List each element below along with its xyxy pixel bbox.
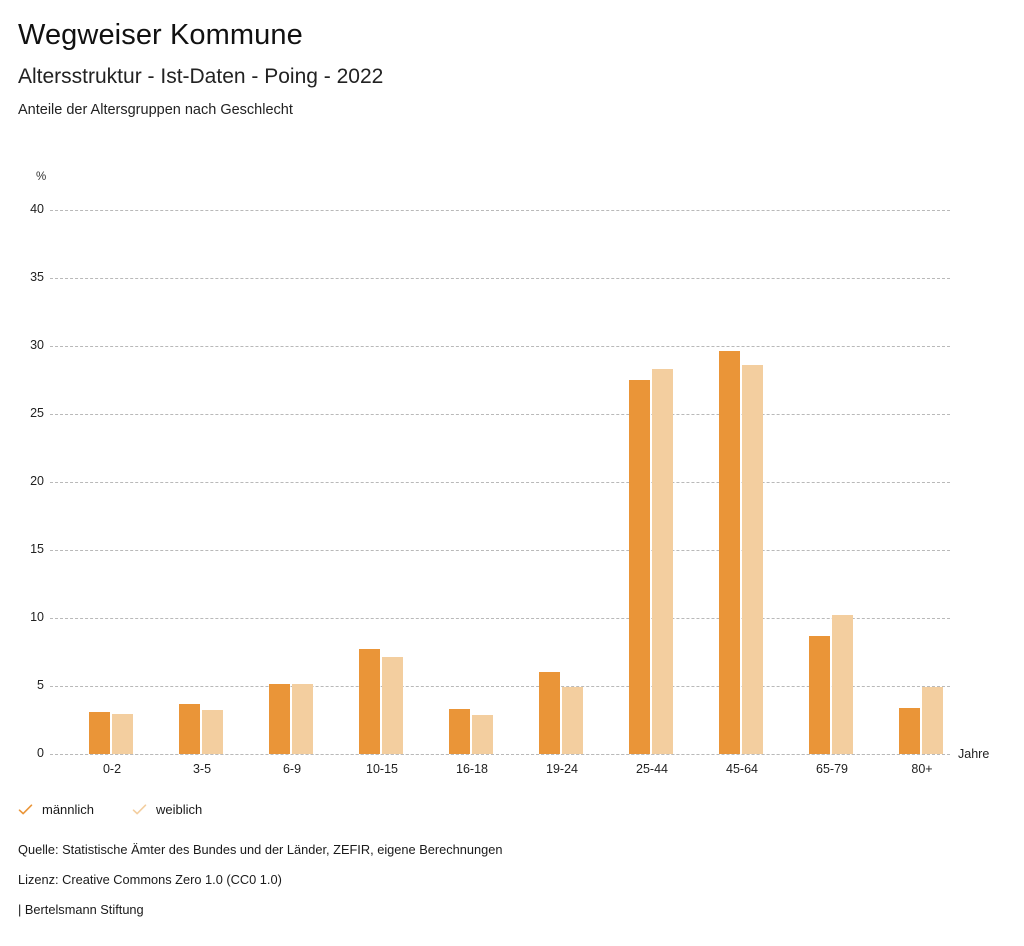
gridline: [50, 686, 950, 687]
footer-publisher: | Bertelsmann Stiftung: [18, 902, 144, 917]
bar-weiblich-80+[interactable]: [922, 686, 943, 754]
check-icon: [132, 802, 147, 817]
bar-männlich-80+[interactable]: [899, 707, 920, 754]
gridline: [50, 754, 950, 755]
y-axis-unit-label: %: [36, 171, 47, 183]
chart-footer: Quelle: Statistische Ämter des Bundes un…: [18, 842, 502, 918]
bar-männlich-19-24[interactable]: [539, 672, 560, 754]
y-axis-tick-label: 30: [30, 338, 44, 352]
x-axis-tick-label: 10-15: [366, 762, 398, 776]
legend-item-männlich[interactable]: männlich: [18, 802, 94, 817]
legend-item-label: weiblich: [156, 802, 203, 817]
gridline: [50, 346, 950, 347]
gridline: [50, 482, 950, 483]
x-axis-tick-label: 3-5: [192, 762, 212, 776]
bar-weiblich-25-44[interactable]: [652, 369, 673, 754]
x-axis-tick-label: 65-79: [816, 762, 848, 776]
footer-license: Lizenz: Creative Commons Zero 1.0 (CC0 1…: [18, 872, 282, 887]
bar-weiblich-3-5[interactable]: [202, 710, 223, 754]
chart-header: Wegweiser Kommune Altersstruktur - Ist-D…: [0, 0, 1024, 119]
bar-weiblich-65-79[interactable]: [832, 615, 853, 754]
bar-weiblich-6-9[interactable]: [292, 683, 313, 754]
y-axis-tick-label: 0: [37, 746, 44, 760]
x-axis-label: Jahre: [958, 747, 990, 761]
y-axis-tick-label: 35: [30, 270, 44, 284]
page-title: Wegweiser Kommune: [18, 19, 303, 51]
gridline: [50, 550, 950, 551]
x-axis-tick-label: 0-2: [102, 762, 122, 776]
chart-subtitle: Altersstruktur - Ist-Daten - Poing - 202…: [18, 65, 384, 88]
legend-item-weiblich[interactable]: weiblich: [132, 802, 202, 817]
bar-männlich-3-5[interactable]: [179, 703, 200, 754]
chart-description: Anteile der Altersgruppen nach Geschlech…: [18, 102, 293, 118]
bar-männlich-45-64[interactable]: [719, 351, 740, 754]
y-axis-tick-label: 10: [30, 610, 44, 624]
chart-legend: männlich weiblich: [18, 802, 202, 817]
gridline: [50, 618, 950, 619]
bar-männlich-6-9[interactable]: [269, 683, 290, 754]
x-axis-tick-label: 80+: [911, 762, 933, 776]
y-axis-tick-label: 5: [37, 678, 44, 692]
bar-weiblich-10-15[interactable]: [382, 656, 403, 754]
y-axis-tick-label: 25: [30, 406, 44, 420]
check-icon: [18, 802, 33, 817]
footer-source: Quelle: Statistische Ämter des Bundes un…: [18, 842, 503, 857]
bar-männlich-16-18[interactable]: [449, 709, 470, 754]
bar-männlich-10-15[interactable]: [359, 649, 380, 754]
y-axis-tick-label: 15: [30, 542, 44, 556]
bar-männlich-65-79[interactable]: [809, 635, 830, 754]
x-axis-tick-label: 6-9: [282, 762, 302, 776]
legend-item-label: männlich: [42, 802, 95, 817]
plot-area: [50, 210, 950, 755]
bar-männlich-0-2[interactable]: [89, 711, 110, 754]
bar-weiblich-16-18[interactable]: [472, 715, 493, 754]
bar-männlich-25-44[interactable]: [629, 380, 650, 754]
x-axis-tick-label: 19-24: [546, 762, 578, 776]
bar-weiblich-0-2[interactable]: [112, 713, 133, 754]
x-axis-tick-label: 25-44: [636, 762, 668, 776]
bar-weiblich-19-24[interactable]: [562, 686, 583, 754]
y-axis-tick-label: 40: [30, 202, 44, 216]
x-axis-tick-label: 16-18: [456, 762, 488, 776]
gridline: [50, 278, 950, 279]
gridline: [50, 210, 950, 211]
gridline: [50, 414, 950, 415]
x-axis-tick-label: 45-64: [726, 762, 758, 776]
bar-weiblich-45-64[interactable]: [742, 365, 763, 754]
y-axis-tick-label: 20: [30, 474, 44, 488]
